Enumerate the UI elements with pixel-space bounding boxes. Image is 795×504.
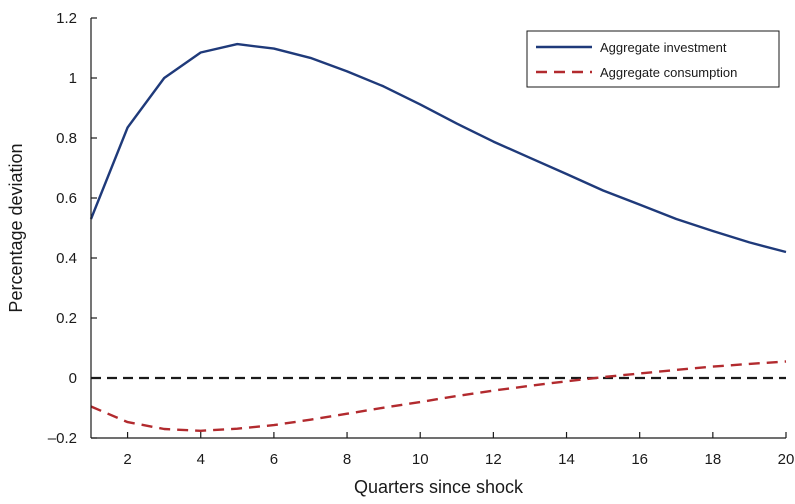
x-tick-label: 10 (412, 451, 429, 468)
x-axis-title: Quarters since shock (354, 477, 524, 497)
x-tick-label: 16 (631, 451, 648, 468)
x-tick-label: 20 (778, 451, 795, 468)
x-tick-label: 12 (485, 451, 502, 468)
x-tick-label: 18 (704, 451, 721, 468)
x-tick-label: 8 (343, 451, 351, 468)
x-tick-label: 6 (270, 451, 278, 468)
axes: –0.2 0 0.2 0.4 0.6 0.8 1 1.2 2 4 6 8 10 12 14 16 18 20 (48, 10, 795, 468)
legend-label: Aggregate investment (600, 40, 727, 55)
legend: Aggregate investment Aggregate consumptio… (526, 30, 780, 88)
x-tick-label: 4 (197, 451, 205, 468)
y-tick-label: 0 (69, 370, 77, 387)
y-tick-label: 0.6 (56, 190, 77, 207)
legend-box (526, 30, 780, 88)
series-line-investment (89, 42, 787, 254)
y-tick-label: –0.2 (48, 430, 77, 447)
plot-area (89, 42, 787, 432)
series-line-consumption (90, 360, 787, 432)
y-tick-label: 0.2 (56, 310, 77, 327)
y-tick-label: 1 (69, 70, 77, 87)
x-tick-label: 2 (123, 451, 131, 468)
y-axis-title: Percentage deviation (6, 143, 26, 312)
y-tick-label: 1.2 (56, 10, 77, 27)
y-tick-label: 0.8 (56, 130, 77, 147)
legend-label: Aggregate consumption (600, 65, 737, 80)
y-tick-label: 0.4 (56, 250, 77, 267)
x-tick-label: 14 (558, 451, 575, 468)
